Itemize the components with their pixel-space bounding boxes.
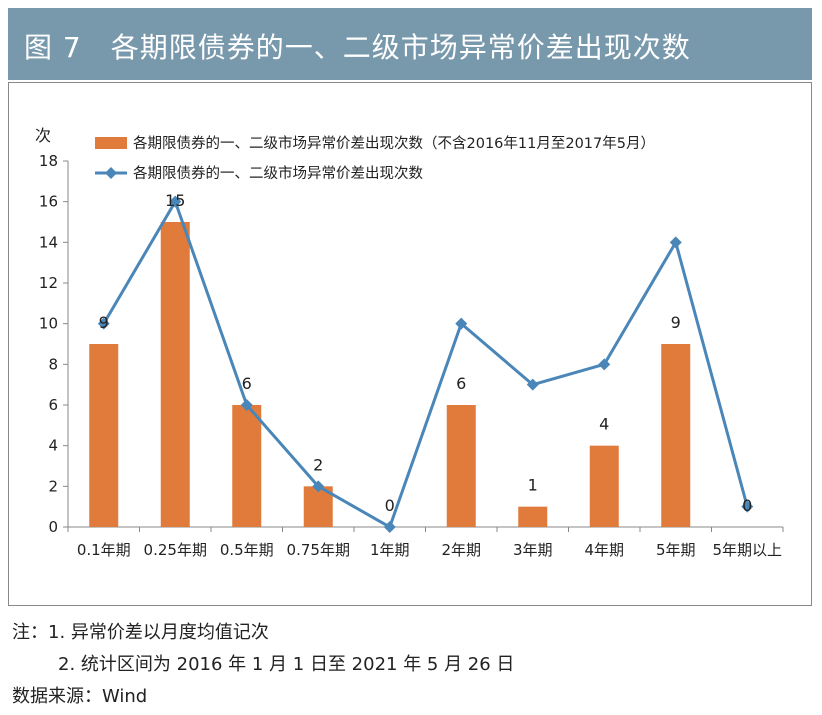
bar: [589, 445, 619, 527]
bar: [89, 344, 119, 527]
y-tick-label: 14: [39, 233, 58, 251]
chart-frame: 次 各期限债券的一、二级市场异常价差出现次数（不含2016年11月至2017年5…: [8, 82, 812, 606]
y-tick-label: 16: [39, 193, 58, 211]
bar: [518, 506, 548, 527]
bar: [661, 344, 691, 527]
y-tick-label: 6: [48, 396, 58, 414]
bar-data-label: 0: [385, 496, 395, 515]
line-point: [598, 358, 611, 371]
line-point: [312, 480, 325, 493]
y-axis-label: 次: [35, 126, 51, 145]
line-point: [97, 317, 110, 330]
y-tick-label: 0: [48, 518, 58, 536]
legend-bar-label: 各期限债券的一、二级市场异常价差出现次数（不含2016年11月至2017年5月）: [133, 135, 655, 152]
y-tick-label: 8: [48, 355, 58, 373]
bar: [232, 405, 262, 527]
legend-line-marker: [105, 167, 117, 179]
bar-data-label: 9: [99, 313, 109, 332]
x-tick-label: 5年期: [656, 541, 696, 559]
note-line-2: 2. 统计区间为 2016 年 1 月 1 日至 2021 年 5 月 26 日: [58, 654, 515, 675]
x-tick-label: 1年期: [370, 541, 410, 559]
bar-data-label: 1: [528, 476, 538, 495]
x-tick-label: 0.1年期: [77, 541, 131, 559]
line-point: [455, 317, 468, 330]
chart-svg: 次 各期限债券的一、二级市场异常价差出现次数（不含2016年11月至2017年5…: [35, 126, 784, 559]
legend-bar-swatch: [95, 137, 127, 149]
y-tick-label: 4: [48, 437, 58, 455]
x-tick-label: 0.5年期: [220, 541, 274, 559]
line-point: [383, 521, 396, 533]
bar: [160, 222, 190, 527]
bar-data-label: 9: [671, 313, 681, 332]
x-tick-label: 2年期: [441, 541, 481, 559]
legend-line-label: 各期限债券的一、二级市场异常价差出现次数: [133, 165, 423, 182]
line-point: [169, 195, 182, 208]
bar-data-label: 6: [456, 374, 466, 393]
y-tick-label: 10: [39, 315, 58, 333]
figure-title-bar: 图 7 各期限债券的一、二级市场异常价差出现次数: [8, 8, 812, 80]
bar-data-label: 2: [313, 455, 323, 474]
bar-data-label: 6: [242, 374, 252, 393]
note-line-1: 注：1. 异常价差以月度均值记次: [12, 622, 269, 643]
y-tick-label: 2: [48, 477, 58, 495]
bar-data-label: 4: [599, 415, 609, 434]
line-point: [526, 378, 539, 391]
bar: [446, 405, 476, 527]
line-point: [669, 236, 682, 249]
legend: 各期限债券的一、二级市场异常价差出现次数（不含2016年11月至2017年5月）…: [95, 135, 655, 182]
data-source: 数据来源：Wind: [12, 686, 148, 707]
x-tick-label: 4年期: [584, 541, 624, 559]
y-tick-label: 12: [39, 274, 58, 292]
line-point: [240, 399, 253, 411]
x-tick-label: 3年期: [513, 541, 553, 559]
x-tick-label: 0.75年期: [287, 541, 350, 559]
line-series: [102, 200, 749, 529]
bar-data-label: 0: [742, 496, 752, 515]
line-point: [741, 500, 754, 513]
x-tick-label: 0.25年期: [144, 541, 207, 559]
figure-title: 图 7 各期限债券的一、二级市场异常价差出现次数: [24, 31, 691, 64]
bar-data-label: 15: [165, 191, 185, 210]
y-tick-label: 18: [39, 152, 58, 170]
x-tick-label: 5年期以上: [712, 541, 782, 559]
